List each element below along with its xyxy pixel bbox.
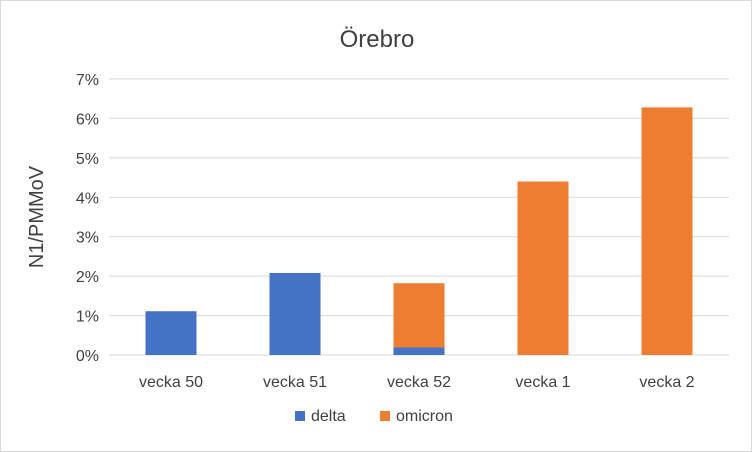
x-tick-label: vecka 2	[639, 374, 694, 391]
x-tick-label: vecka 50	[139, 374, 203, 391]
y-tick-label: 6%	[76, 111, 99, 128]
chart-title: Örebro	[340, 26, 415, 53]
y-tick-label: 2%	[76, 269, 99, 286]
y-tick-label: 5%	[76, 151, 99, 168]
legend-swatch-omicron	[380, 411, 390, 421]
legend: delta omicron	[295, 408, 453, 425]
y-tick-label: 1%	[76, 309, 99, 326]
x-tick-label: vecka 1	[515, 374, 570, 391]
bar-delta	[145, 311, 197, 355]
y-axis-label: N1/PMMoV	[26, 165, 48, 268]
bars-layer	[145, 107, 693, 355]
y-tick-label: 3%	[76, 230, 99, 247]
y-tick-label: 7%	[76, 72, 99, 89]
grid-layer	[109, 78, 729, 356]
legend-label-delta: delta	[311, 408, 346, 425]
legend-label-omicron: omicron	[396, 408, 453, 425]
y-tick-label: 4%	[76, 190, 99, 207]
bar-delta	[269, 272, 321, 355]
bar-omicron	[517, 181, 569, 355]
bar-omicron	[641, 107, 693, 355]
bar-delta	[393, 347, 445, 355]
x-tick-label: vecka 52	[387, 374, 451, 391]
x-tick-label: vecka 51	[263, 374, 327, 391]
ticks-layer: 0% 1% 2% 3% 4% 5% 6% 7% vecka 50 vecka 51 vecka 52…	[76, 72, 695, 391]
bar-omicron	[393, 283, 445, 348]
y-tick-label: 0%	[76, 348, 99, 365]
legend-swatch-delta	[295, 411, 305, 421]
